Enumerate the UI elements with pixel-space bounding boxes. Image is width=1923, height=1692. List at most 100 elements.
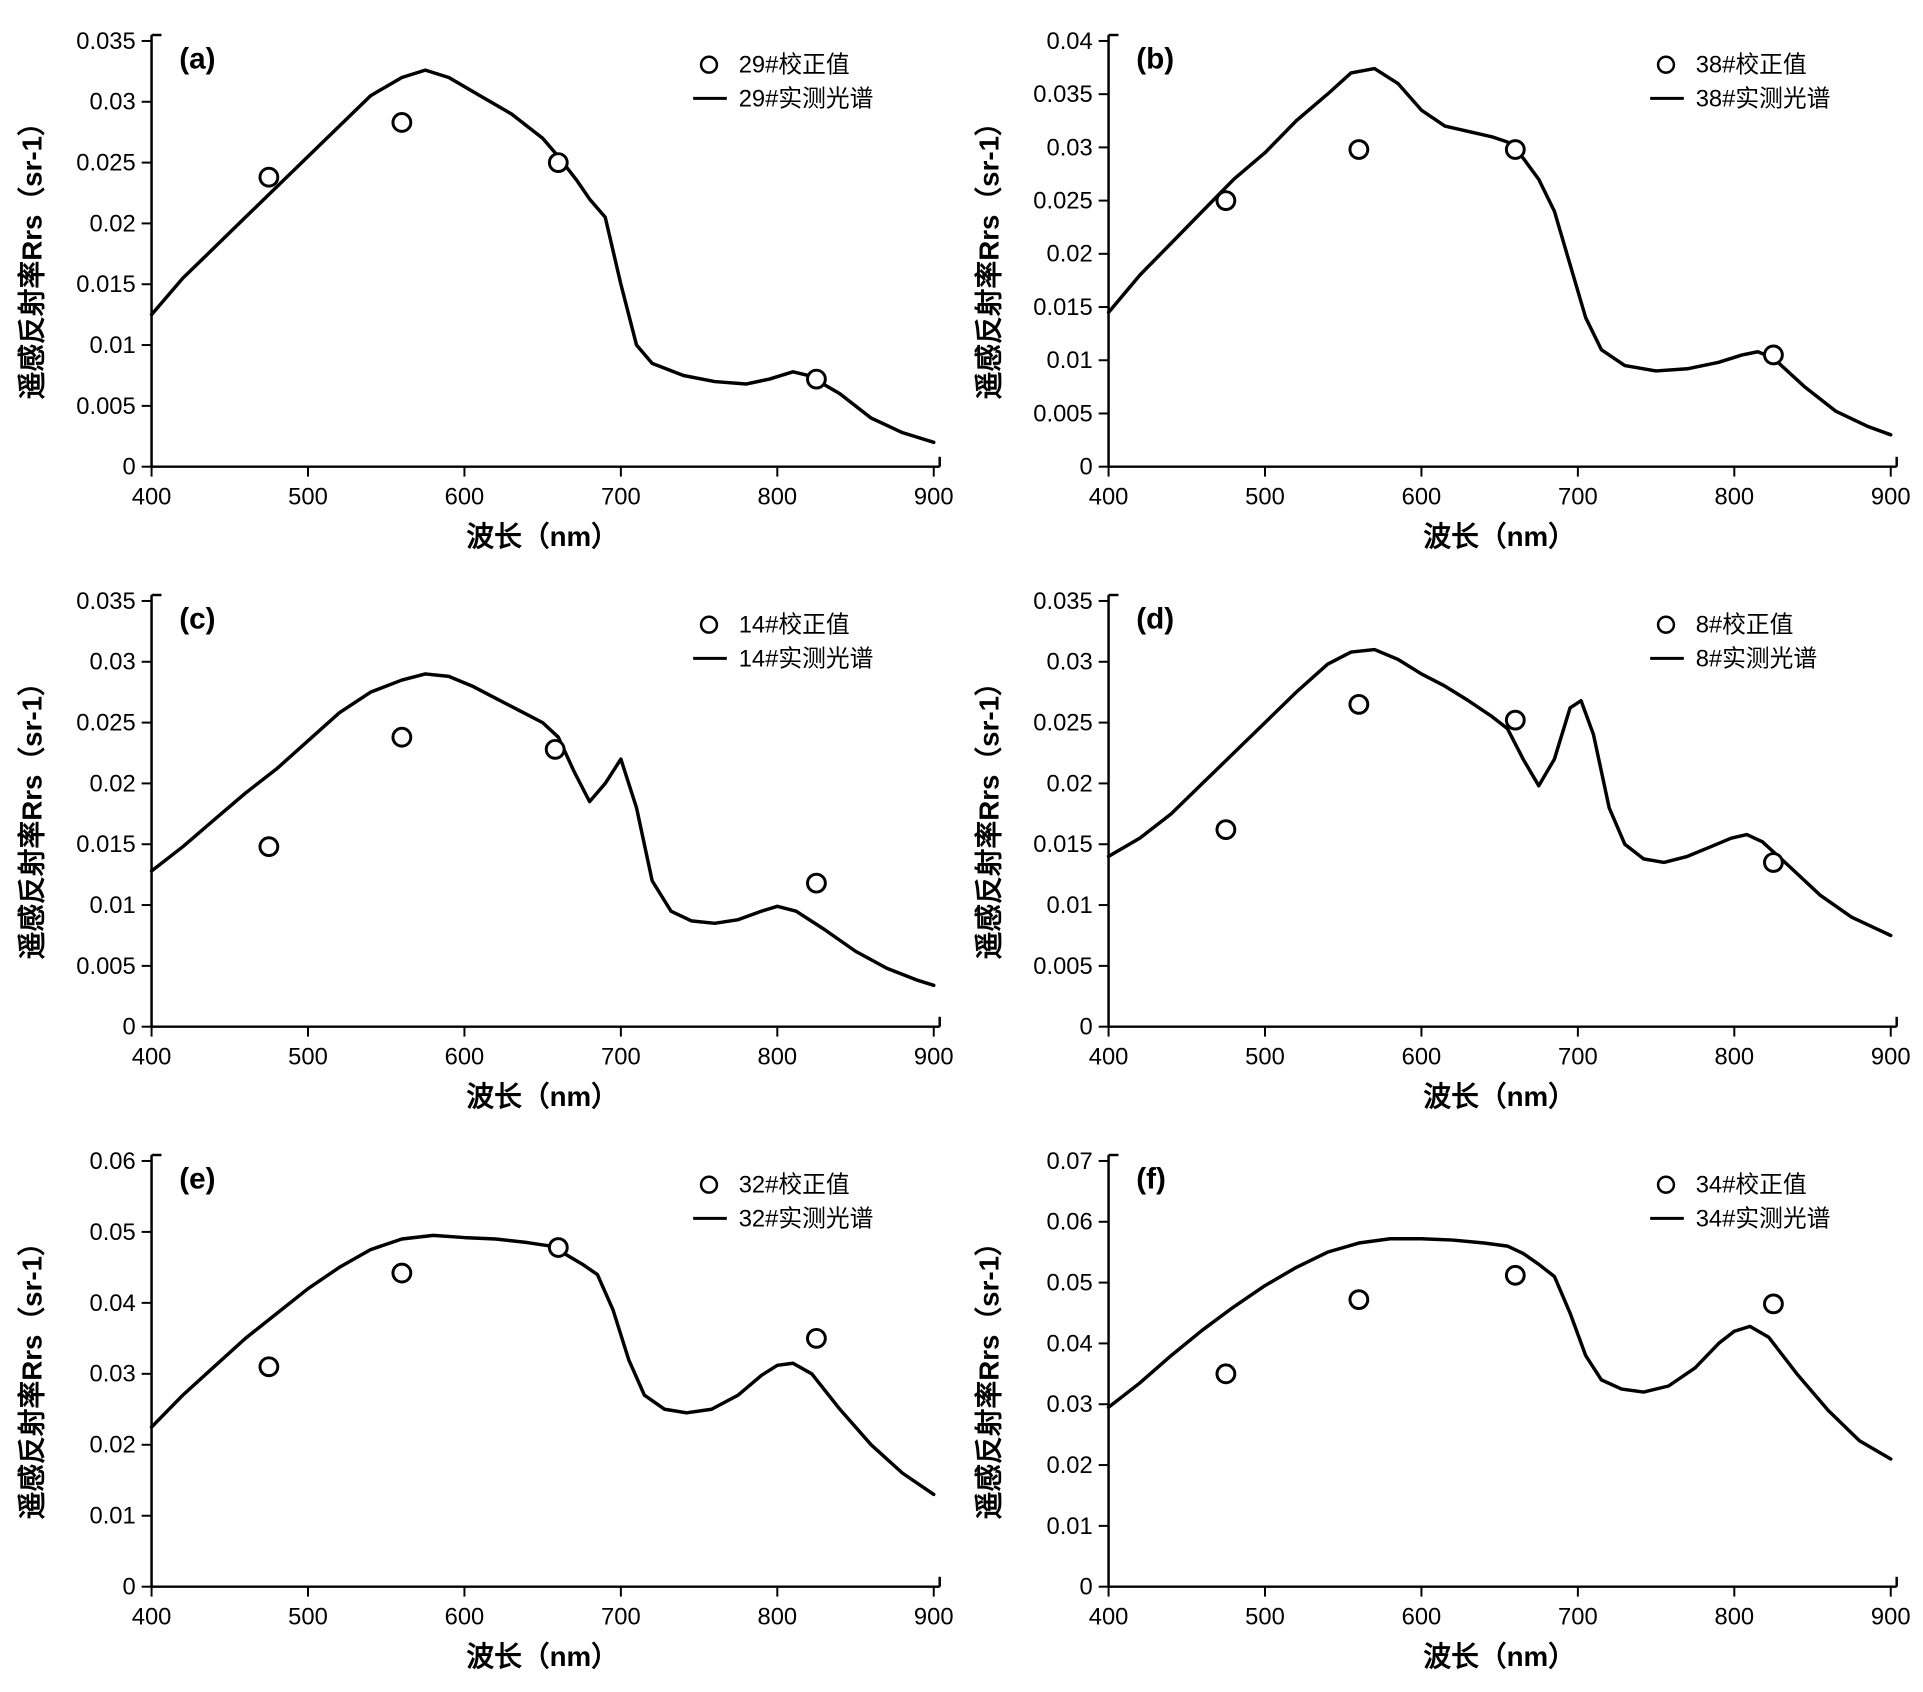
x-tick-label: 900 [1870, 1043, 1910, 1070]
y-tick-label: 0.01 [89, 892, 135, 919]
x-tick-label: 900 [914, 1043, 954, 1070]
legend-marker-label: 32#校正值 [739, 1172, 850, 1199]
y-tick-label: 0.005 [1033, 400, 1092, 427]
corrected-marker [1764, 346, 1782, 364]
legend-marker-label: 38#校正值 [1695, 52, 1806, 79]
spectrum-line [1108, 69, 1890, 435]
corrected-marker [549, 154, 567, 172]
y-tick-label: 0.025 [1033, 188, 1092, 215]
y-tick-label: 0.06 [1046, 1209, 1092, 1236]
corrected-marker [1764, 1295, 1782, 1313]
panel-letter: (e) [179, 1163, 215, 1196]
corrected-marker [393, 1264, 411, 1282]
panel-letter: (c) [179, 603, 215, 636]
x-axis-title: 波长（nm） [466, 1081, 618, 1112]
corrected-marker [808, 874, 826, 892]
y-axis-title: 遥感反射率Rrs（sr-1） [973, 668, 1004, 959]
y-tick-label: 0.005 [76, 953, 135, 980]
y-axis-title: 遥感反射率Rrs（sr-1） [17, 668, 48, 959]
corrected-marker [546, 740, 564, 758]
corrected-marker [393, 114, 411, 132]
x-tick-label: 400 [1088, 1603, 1128, 1630]
spectrum-line [1108, 650, 1890, 936]
x-tick-label: 500 [1245, 1043, 1285, 1070]
y-tick-label: 0.02 [89, 1432, 135, 1459]
x-tick-label: 800 [1714, 1603, 1754, 1630]
corrected-marker [1216, 821, 1234, 839]
x-tick-label: 400 [132, 483, 172, 510]
y-tick-label: 0.025 [1033, 710, 1092, 737]
corrected-marker [260, 1358, 278, 1376]
x-tick-label: 600 [445, 483, 485, 510]
legend: 32#校正值 32#实测光谱 [681, 1167, 938, 1236]
y-tick-label: 0.035 [76, 588, 135, 615]
x-tick-label: 700 [1558, 483, 1598, 510]
y-tick-label: 0.02 [1046, 770, 1092, 797]
y-tick-label: 0 [1079, 454, 1092, 481]
y-tick-label: 0.015 [1033, 831, 1092, 858]
corrected-marker [1216, 192, 1234, 210]
panel-a-svg: 400500600700800900波长（nm）00.0050.010.0150… [8, 10, 959, 562]
legend: 29#校正值29#实测光谱 [681, 47, 938, 116]
x-tick-label: 600 [445, 1603, 485, 1630]
y-tick-label: 0.02 [1046, 241, 1092, 268]
x-tick-label: 600 [1401, 1603, 1441, 1630]
x-axis-title: 波长（nm） [1423, 1641, 1575, 1672]
x-tick-label: 500 [1245, 1603, 1285, 1630]
panel-e: 400500600700800900波长（nm）00.010.020.030.0… [8, 1130, 959, 1682]
legend-line-label: 14#实测光谱 [739, 645, 874, 672]
corrected-marker [1506, 1266, 1524, 1284]
x-axis-title: 波长（nm） [466, 521, 618, 552]
corrected-marker [1349, 1291, 1367, 1309]
legend-marker-label: 34#校正值 [1695, 1172, 1806, 1199]
corrected-marker [808, 370, 826, 388]
corrected-marker [260, 168, 278, 186]
y-tick-label: 0.03 [89, 1361, 135, 1388]
legend-marker-label: 29#校正值 [739, 52, 850, 79]
panel-d: 400500600700800900波长（nm）00.0050.010.0150… [965, 570, 1916, 1122]
y-tick-label: 0.01 [89, 332, 135, 359]
y-tick-label: 0.04 [1046, 28, 1092, 55]
y-tick-label: 0.035 [1033, 588, 1092, 615]
panel-c: 400500600700800900波长（nm）00.0050.010.0150… [8, 570, 959, 1122]
x-tick-label: 400 [132, 1043, 172, 1070]
x-tick-label: 400 [1088, 483, 1128, 510]
y-tick-label: 0.015 [76, 831, 135, 858]
y-tick-label: 0.02 [1046, 1452, 1092, 1479]
panel-f-svg: 400500600700800900波长（nm）00.010.020.030.0… [965, 1130, 1916, 1682]
corrected-marker [1764, 854, 1782, 872]
panel-e-svg: 400500600700800900波长（nm）00.010.020.030.0… [8, 1130, 959, 1682]
x-tick-label: 900 [1870, 1603, 1910, 1630]
y-tick-label: 0.035 [1033, 81, 1092, 108]
corrected-marker [1506, 711, 1524, 729]
y-tick-label: 0 [123, 1014, 136, 1041]
y-axis-title: 遥感反射率Rrs（sr-1） [973, 1228, 1004, 1519]
panel-b: 400500600700800900波长（nm）00.0050.010.0150… [965, 10, 1916, 562]
corrected-marker [1506, 141, 1524, 159]
x-tick-label: 600 [445, 1043, 485, 1070]
x-axis-title: 波长（nm） [1423, 521, 1575, 552]
y-tick-label: 0.03 [89, 649, 135, 676]
x-tick-label: 700 [1558, 1043, 1598, 1070]
legend-line-label: 34#实测光谱 [1695, 1205, 1830, 1232]
panel-letter: (b) [1136, 43, 1174, 76]
legend-marker-label: 14#校正值 [739, 612, 850, 639]
y-tick-label: 0 [123, 454, 136, 481]
y-tick-label: 0.01 [1046, 892, 1092, 919]
spectrum-line [152, 674, 934, 985]
x-axis-title: 波长（nm） [466, 1641, 618, 1672]
legend-line-label: 32#实测光谱 [739, 1205, 874, 1232]
y-tick-label: 0.005 [1033, 953, 1092, 980]
corrected-marker [808, 1329, 826, 1347]
x-tick-label: 500 [1245, 483, 1285, 510]
corrected-marker [1349, 695, 1367, 713]
x-tick-label: 900 [914, 483, 954, 510]
panel-letter: (d) [1136, 603, 1174, 636]
panel-c-svg: 400500600700800900波长（nm）00.0050.010.0150… [8, 570, 959, 1122]
x-tick-label: 800 [757, 483, 797, 510]
y-tick-label: 0.035 [76, 28, 135, 55]
x-tick-label: 800 [757, 1603, 797, 1630]
spectrum-line [1108, 1239, 1890, 1459]
x-tick-label: 500 [288, 483, 328, 510]
x-tick-label: 600 [1401, 1043, 1441, 1070]
